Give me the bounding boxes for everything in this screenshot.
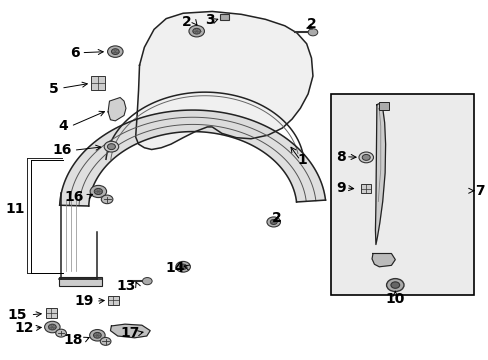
Text: 10: 10	[385, 292, 404, 306]
Circle shape	[358, 152, 373, 163]
Polygon shape	[371, 253, 394, 267]
Bar	[59, 277, 102, 286]
Circle shape	[362, 154, 369, 160]
Text: 11: 11	[5, 202, 25, 216]
Circle shape	[101, 195, 113, 204]
Bar	[220, 14, 228, 21]
Text: 2: 2	[182, 15, 191, 29]
Text: 8: 8	[335, 150, 345, 164]
Circle shape	[179, 264, 186, 270]
Polygon shape	[110, 324, 150, 338]
Bar	[108, 296, 119, 305]
Bar	[91, 76, 104, 90]
Text: 9: 9	[336, 181, 345, 195]
Text: 16: 16	[64, 190, 83, 204]
Circle shape	[107, 46, 123, 57]
Text: 7: 7	[474, 184, 484, 198]
Circle shape	[104, 141, 119, 152]
Text: 5: 5	[48, 82, 58, 95]
Polygon shape	[108, 98, 126, 121]
Circle shape	[100, 337, 111, 345]
Text: 19: 19	[74, 294, 93, 308]
Circle shape	[48, 324, 56, 330]
Text: 6: 6	[70, 46, 80, 60]
Polygon shape	[60, 110, 325, 206]
Text: 13: 13	[116, 279, 135, 293]
Text: 4: 4	[59, 119, 68, 133]
Text: 15: 15	[8, 308, 27, 322]
Bar	[45, 309, 57, 319]
Circle shape	[307, 29, 317, 36]
Text: 2: 2	[272, 211, 282, 225]
Circle shape	[386, 279, 403, 292]
Circle shape	[390, 282, 399, 288]
Circle shape	[89, 329, 105, 341]
Text: 1: 1	[297, 153, 306, 167]
Circle shape	[266, 217, 280, 227]
Circle shape	[56, 329, 66, 337]
Polygon shape	[135, 12, 312, 149]
Circle shape	[270, 220, 277, 225]
Text: 17: 17	[120, 326, 139, 340]
Text: 18: 18	[64, 333, 83, 347]
Bar	[378, 102, 388, 110]
Text: 2: 2	[306, 17, 316, 31]
Circle shape	[188, 26, 204, 37]
Circle shape	[111, 49, 119, 54]
Text: 3: 3	[205, 13, 215, 27]
Circle shape	[93, 332, 101, 338]
Text: 14: 14	[165, 261, 184, 275]
Circle shape	[107, 144, 115, 150]
Circle shape	[192, 28, 200, 34]
Text: 12: 12	[15, 321, 34, 335]
Circle shape	[94, 188, 102, 194]
Circle shape	[142, 278, 152, 285]
Circle shape	[44, 321, 60, 333]
Circle shape	[176, 261, 190, 272]
Circle shape	[90, 185, 106, 198]
Bar	[330, 94, 473, 295]
Text: 16: 16	[52, 143, 72, 157]
Polygon shape	[375, 103, 385, 244]
Bar	[361, 184, 370, 193]
